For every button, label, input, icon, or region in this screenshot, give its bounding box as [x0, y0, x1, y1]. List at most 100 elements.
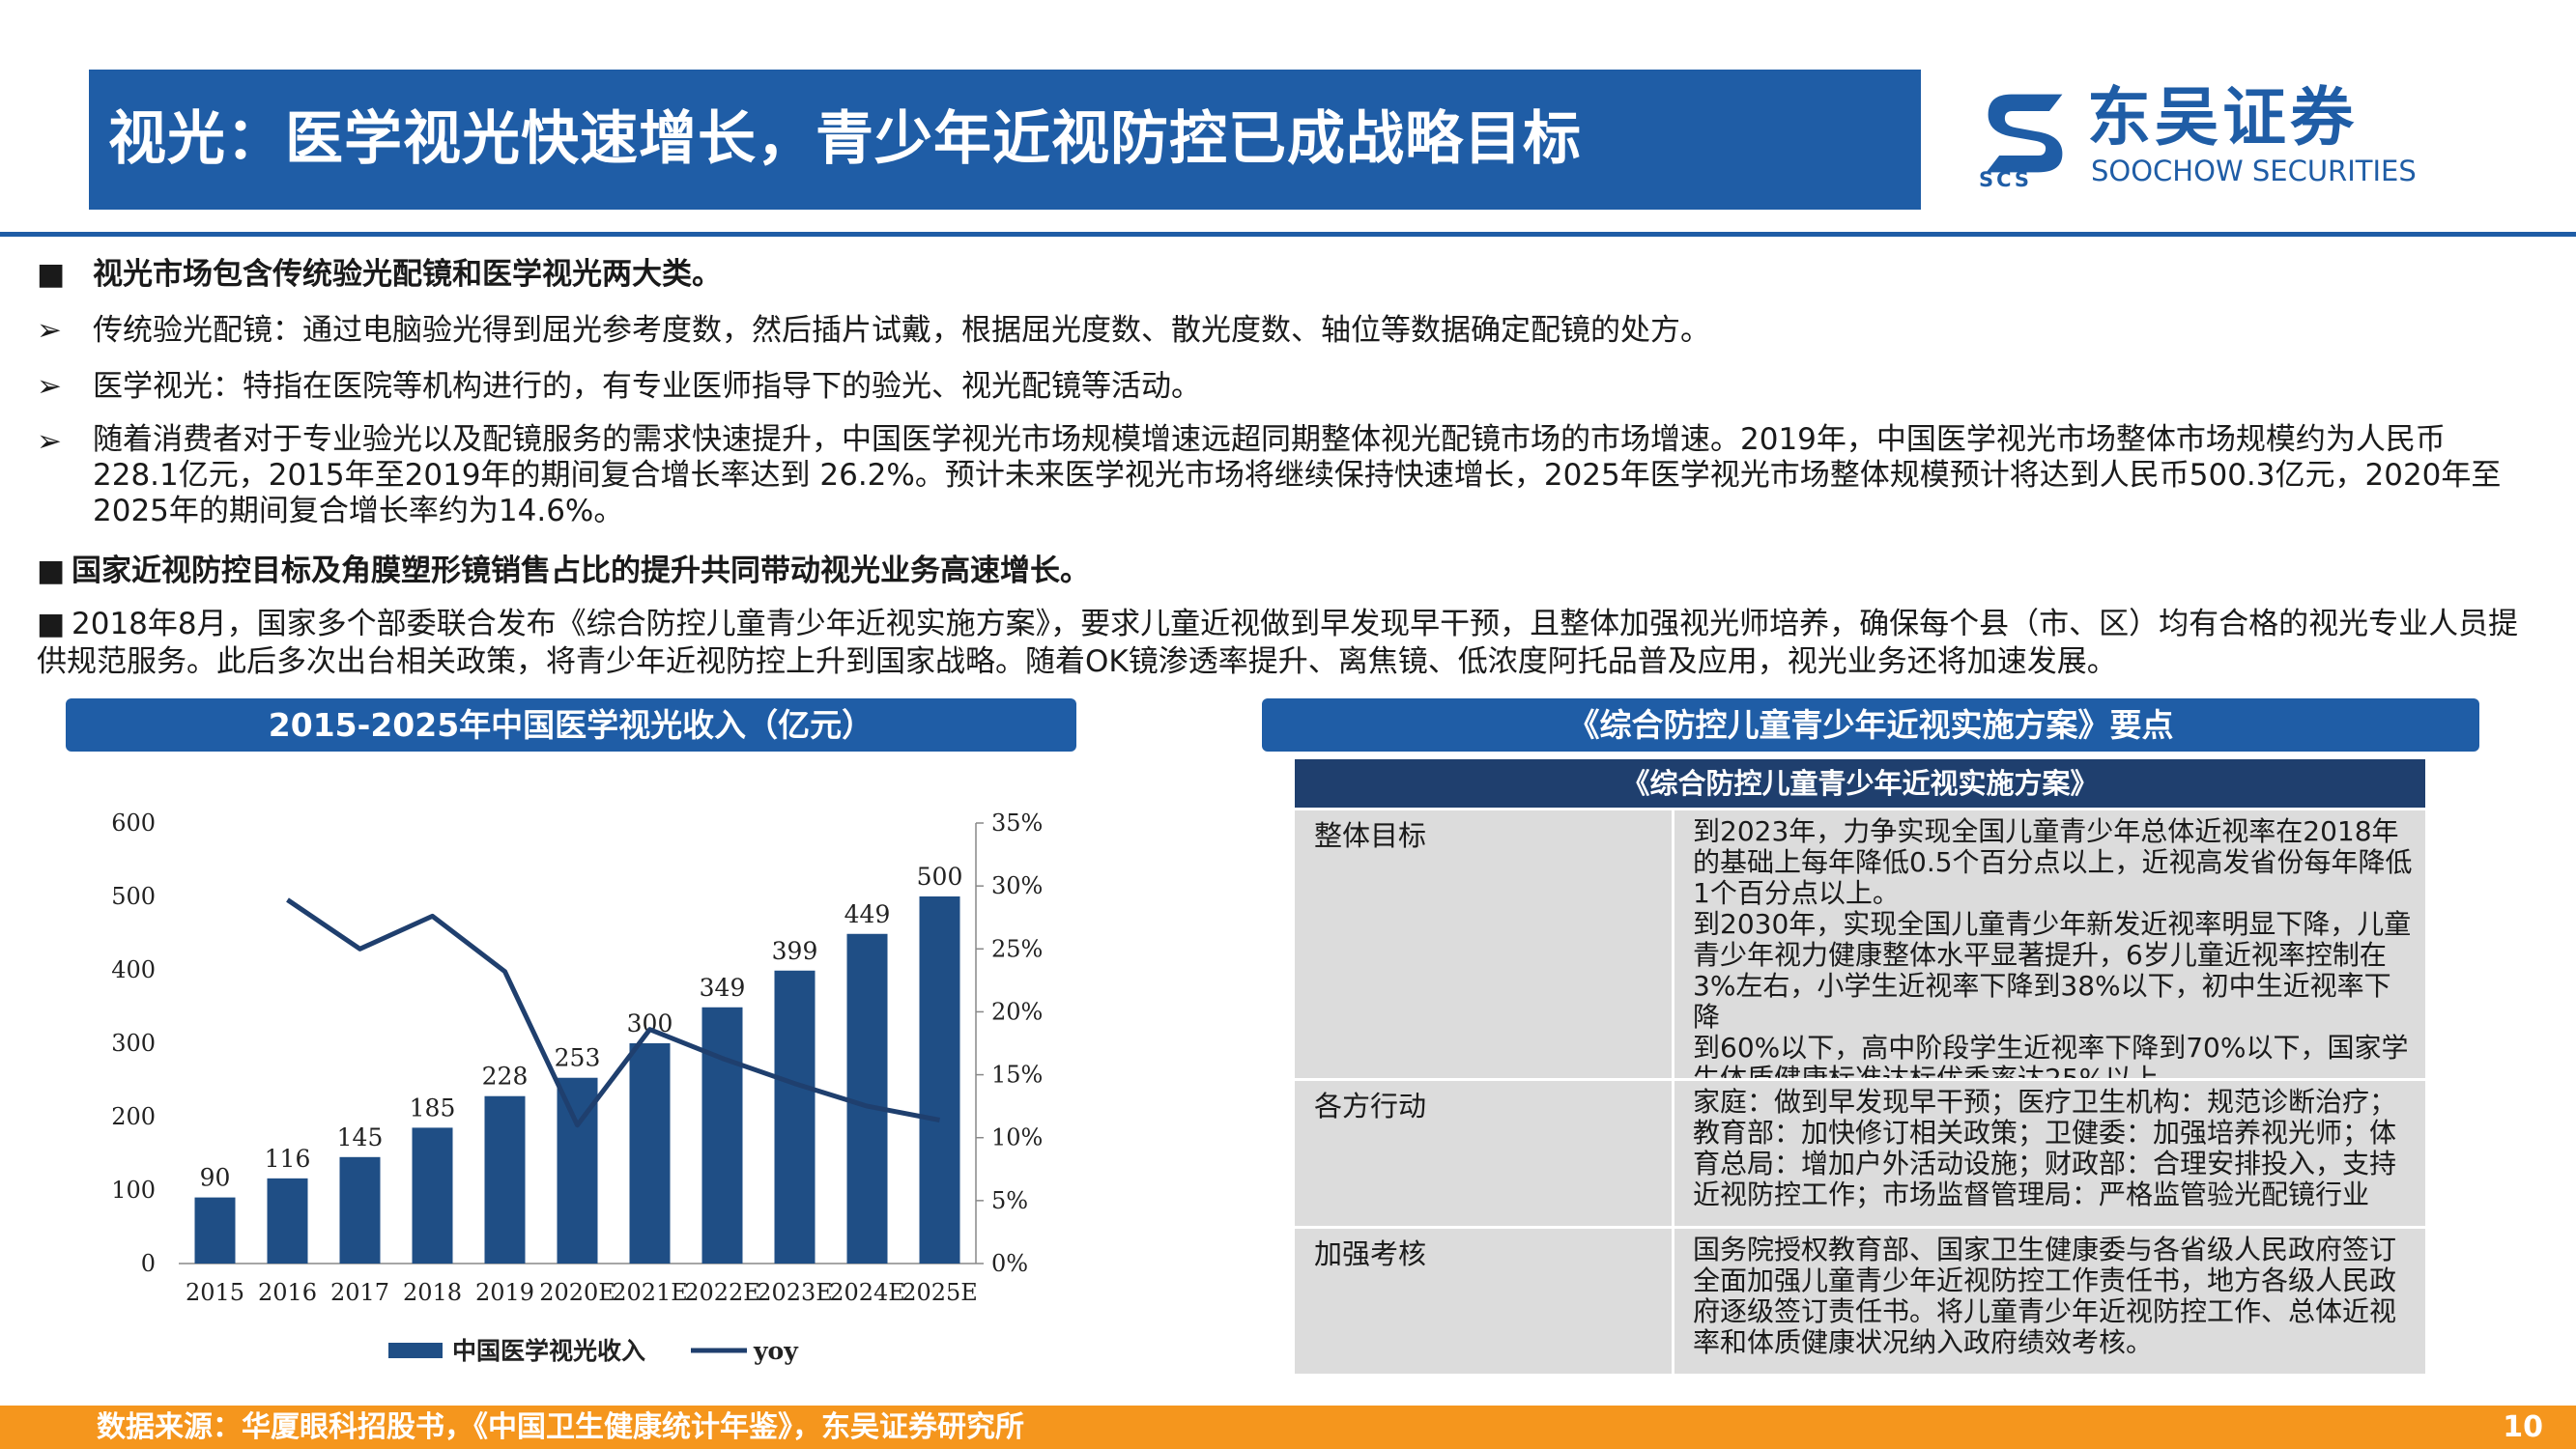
x-tick-label: 2018 [403, 1279, 462, 1306]
point-2-text: 国家近视防控目标及角膜塑形镜销售占比的提升共同带动视光业务高速增长。 [72, 554, 1090, 588]
medical-optometry-revenue-chart: 0 100 200 300 400 500 600 0% 5% 10% 15% 20% 25% 30% 35… [111, 810, 1043, 1365]
logo-english-name: SOOCHOW SECURITIES [2091, 155, 2417, 187]
right-y-tick-label: 25% [991, 935, 1043, 962]
row-line: 率和体质健康状况纳入政府绩效考核。 [1693, 1326, 2154, 1358]
point-3: ■ 2018年8月，国家多个部委联合发布《综合防控儿童青少年近视实施方案》，要求儿… [37, 606, 2539, 681]
row-separator [1295, 1226, 2425, 1229]
row-content: 国务院授权教育部、国家卫生健康委与各省级人民政府签订 全面加强儿童青少年近视防控… [1693, 1235, 2416, 1358]
row-line: 青少年视力健康整体水平显著提升，6岁儿童近视率控制在 [1693, 939, 2387, 971]
arrow-bullet-icon: ➢ [37, 424, 62, 459]
soochow-logo-icon [1986, 94, 2063, 173]
row-line: 国务院授权教育部、国家卫生健康委与各省级人民政府签订 [1693, 1234, 2397, 1265]
bar-value-label: 185 [410, 1094, 456, 1122]
arrow-bullet-icon: ➢ [37, 369, 62, 404]
x-tick-label: 2017 [330, 1279, 389, 1306]
right-y-tick-label: 35% [991, 810, 1043, 837]
row-label: 整体目标 [1314, 819, 1427, 852]
revenue-bar [194, 1197, 236, 1264]
x-tick-label: 2025E [902, 1279, 978, 1306]
page-number: 10 [2503, 1410, 2543, 1444]
right-y-tick-label: 30% [991, 872, 1043, 899]
left-y-tick-label: 0 [141, 1250, 156, 1277]
table-row: 加强考核 国务院授权教育部、国家卫生健康委与各省级人民政府签订 全面加强儿童青少… [1295, 1229, 2425, 1374]
row-line: 教育部：加快修订相关政策；卫健委：加强培养视光师；体 [1693, 1117, 2397, 1149]
row-line: 到60%以下，高中阶段学生近视率下降到70%以下，国家学 [1693, 1032, 2409, 1064]
row-label: 加强考核 [1314, 1237, 1427, 1270]
column-divider [1672, 1081, 1674, 1226]
row-separator [1295, 1078, 2425, 1081]
yoy-line [286, 897, 940, 1128]
right-y-tick-label: 5% [991, 1187, 1028, 1214]
chart-section-heading: 2015-2025年中国医学视光收入（亿元） [66, 698, 1076, 752]
page-title: 视光：医学视光快速增长，青少年近视防控已成战略目标 [108, 105, 1582, 173]
row-line: 全面加强儿童青少年近视防控工作责任书，地方各级人民政 [1693, 1264, 2397, 1296]
right-y-tick-label: 20% [991, 998, 1043, 1025]
legend-bar-label: 中国医学视光收入 [452, 1337, 645, 1365]
sub-point-2: ➢ 医学视光：特指在医院等机构进行的，有专业医师指导下的验光、视光配镜等活动。 [37, 367, 1201, 406]
bar-value-label: 116 [265, 1145, 311, 1173]
square-bullet-icon: ■ [37, 257, 66, 292]
x-tick-label: 2019 [475, 1279, 534, 1306]
revenue-bar [339, 1156, 381, 1264]
table-section-heading: 《综合防控儿童青少年近视实施方案》要点 [1262, 698, 2479, 752]
revenue-bar [919, 896, 960, 1264]
revenue-bar [484, 1095, 526, 1264]
row-line: 的基础上每年降低0.5个百分点以上，近视高发省份每年降低 [1693, 846, 2413, 878]
company-logo: SCS 东吴证券 SOOCHOW SECURITIES [1971, 79, 2474, 191]
sub-point-1-text: 传统验光配镜：通过电脑验光得到屈光参考度数，然后插片试戴，根据屈光度数、散光度数… [93, 313, 1710, 348]
sub-point-3-bullet: ➢ [37, 422, 93, 461]
bar-value-label: 228 [482, 1063, 529, 1091]
x-tick-label: 2023E [757, 1279, 833, 1306]
header-divider [0, 232, 2576, 237]
row-line: 到2023年，力争实现全国儿童青少年总体近视率在2018年 [1693, 815, 2399, 847]
point-1-text: 视光市场包含传统验光配镜和医学视光两大类。 [93, 257, 722, 292]
bar-value-label: 500 [917, 863, 963, 891]
point-3-text: 2018年8月，国家多个部委联合发布《综合防控儿童青少年近视实施方案》，要求儿童… [37, 607, 2519, 679]
column-divider [1672, 1229, 1674, 1374]
title-bar: 视光：医学视光快速增长，青少年近视防控已成战略目标 [89, 70, 1921, 210]
bar-value-label: 253 [555, 1044, 601, 1072]
bar-value-label: 145 [337, 1123, 384, 1151]
sub-point-2-text: 医学视光：特指在医院等机构进行的，有专业医师指导下的验光、视光配镜等活动。 [93, 369, 1201, 404]
bar-value-label: 90 [200, 1164, 231, 1192]
table-row: 各方行动 家庭：做到早发现早干预；医疗卫生机构：规范诊断治疗； 教育部：加快修订… [1295, 1081, 2425, 1226]
revenue-bar [412, 1127, 453, 1264]
x-tick-label: 2022E [684, 1279, 760, 1306]
row-content: 家庭：做到早发现早干预；医疗卫生机构：规范诊断治疗； 教育部：加快修订相关政策；… [1693, 1087, 2416, 1210]
point-1: ■ 视光市场包含传统验光配镜和医学视光两大类。 [37, 255, 722, 294]
row-line: 育总局：增加户外活动设施；财政部：合理安排投入，支持 [1693, 1148, 2397, 1179]
table-title: 《综合防控儿童青少年近视实施方案》 [1295, 759, 2425, 808]
square-bullet-icon: ■ [37, 607, 66, 641]
row-line: 3%左右，小学生近视率下降到38%以下，初中生近视率下降 [1693, 970, 2391, 1033]
left-y-tick-label: 500 [111, 883, 156, 910]
bar-value-label: 399 [772, 937, 818, 965]
x-tick-label: 2021E [612, 1279, 688, 1306]
data-source: 数据来源：华厦眼科招股书，《中国卫生健康统计年鉴》，东吴证券研究所 [97, 1410, 1024, 1444]
bar-value-label: 349 [700, 974, 746, 1002]
arrow-bullet-icon: ➢ [37, 313, 62, 348]
bar-value-label: 449 [844, 900, 891, 928]
revenue-bar [774, 970, 816, 1264]
revenue-bar [629, 1043, 671, 1264]
left-y-tick-label: 600 [111, 810, 156, 837]
row-line: 近视防控工作；市场监督管理局：严格监管验光配镜行业 [1693, 1179, 2370, 1210]
x-tick-label: 2024E [829, 1279, 905, 1306]
right-y-tick-label: 10% [991, 1124, 1043, 1151]
left-y-tick-label: 100 [111, 1177, 156, 1204]
revenue-bar [701, 1007, 743, 1264]
x-tick-label: 2016 [258, 1279, 317, 1306]
square-bullet-icon: ■ [37, 554, 66, 588]
right-y-tick-label: 15% [991, 1062, 1043, 1089]
x-tick-label: 2020E [539, 1279, 615, 1306]
left-y-tick-label: 300 [111, 1030, 156, 1057]
logo-scs-text: SCS [1979, 168, 2033, 191]
sub-point-1: ➢ 传统验光配镜：通过电脑验光得到屈光参考度数，然后插片试戴，根据屈光度数、散光度… [37, 311, 1710, 350]
left-y-tick-label: 400 [111, 956, 156, 983]
policy-points-table: 《综合防控儿童青少年近视实施方案》 整体目标 到2023年，力争实现全国儿童青少… [1295, 759, 2425, 1382]
legend-line-label: yoy [753, 1337, 799, 1365]
table-row: 整体目标 到2023年，力争实现全国儿童青少年总体近视率在2018年 的基础上每… [1295, 810, 2425, 1094]
row-line: 府逐级签订责任书。将儿童青少年近视防控工作、总体近视 [1693, 1295, 2397, 1327]
left-y-tick-label: 200 [111, 1103, 156, 1130]
revenue-bar [267, 1178, 308, 1264]
right-y-tick-label: 0% [991, 1250, 1028, 1277]
